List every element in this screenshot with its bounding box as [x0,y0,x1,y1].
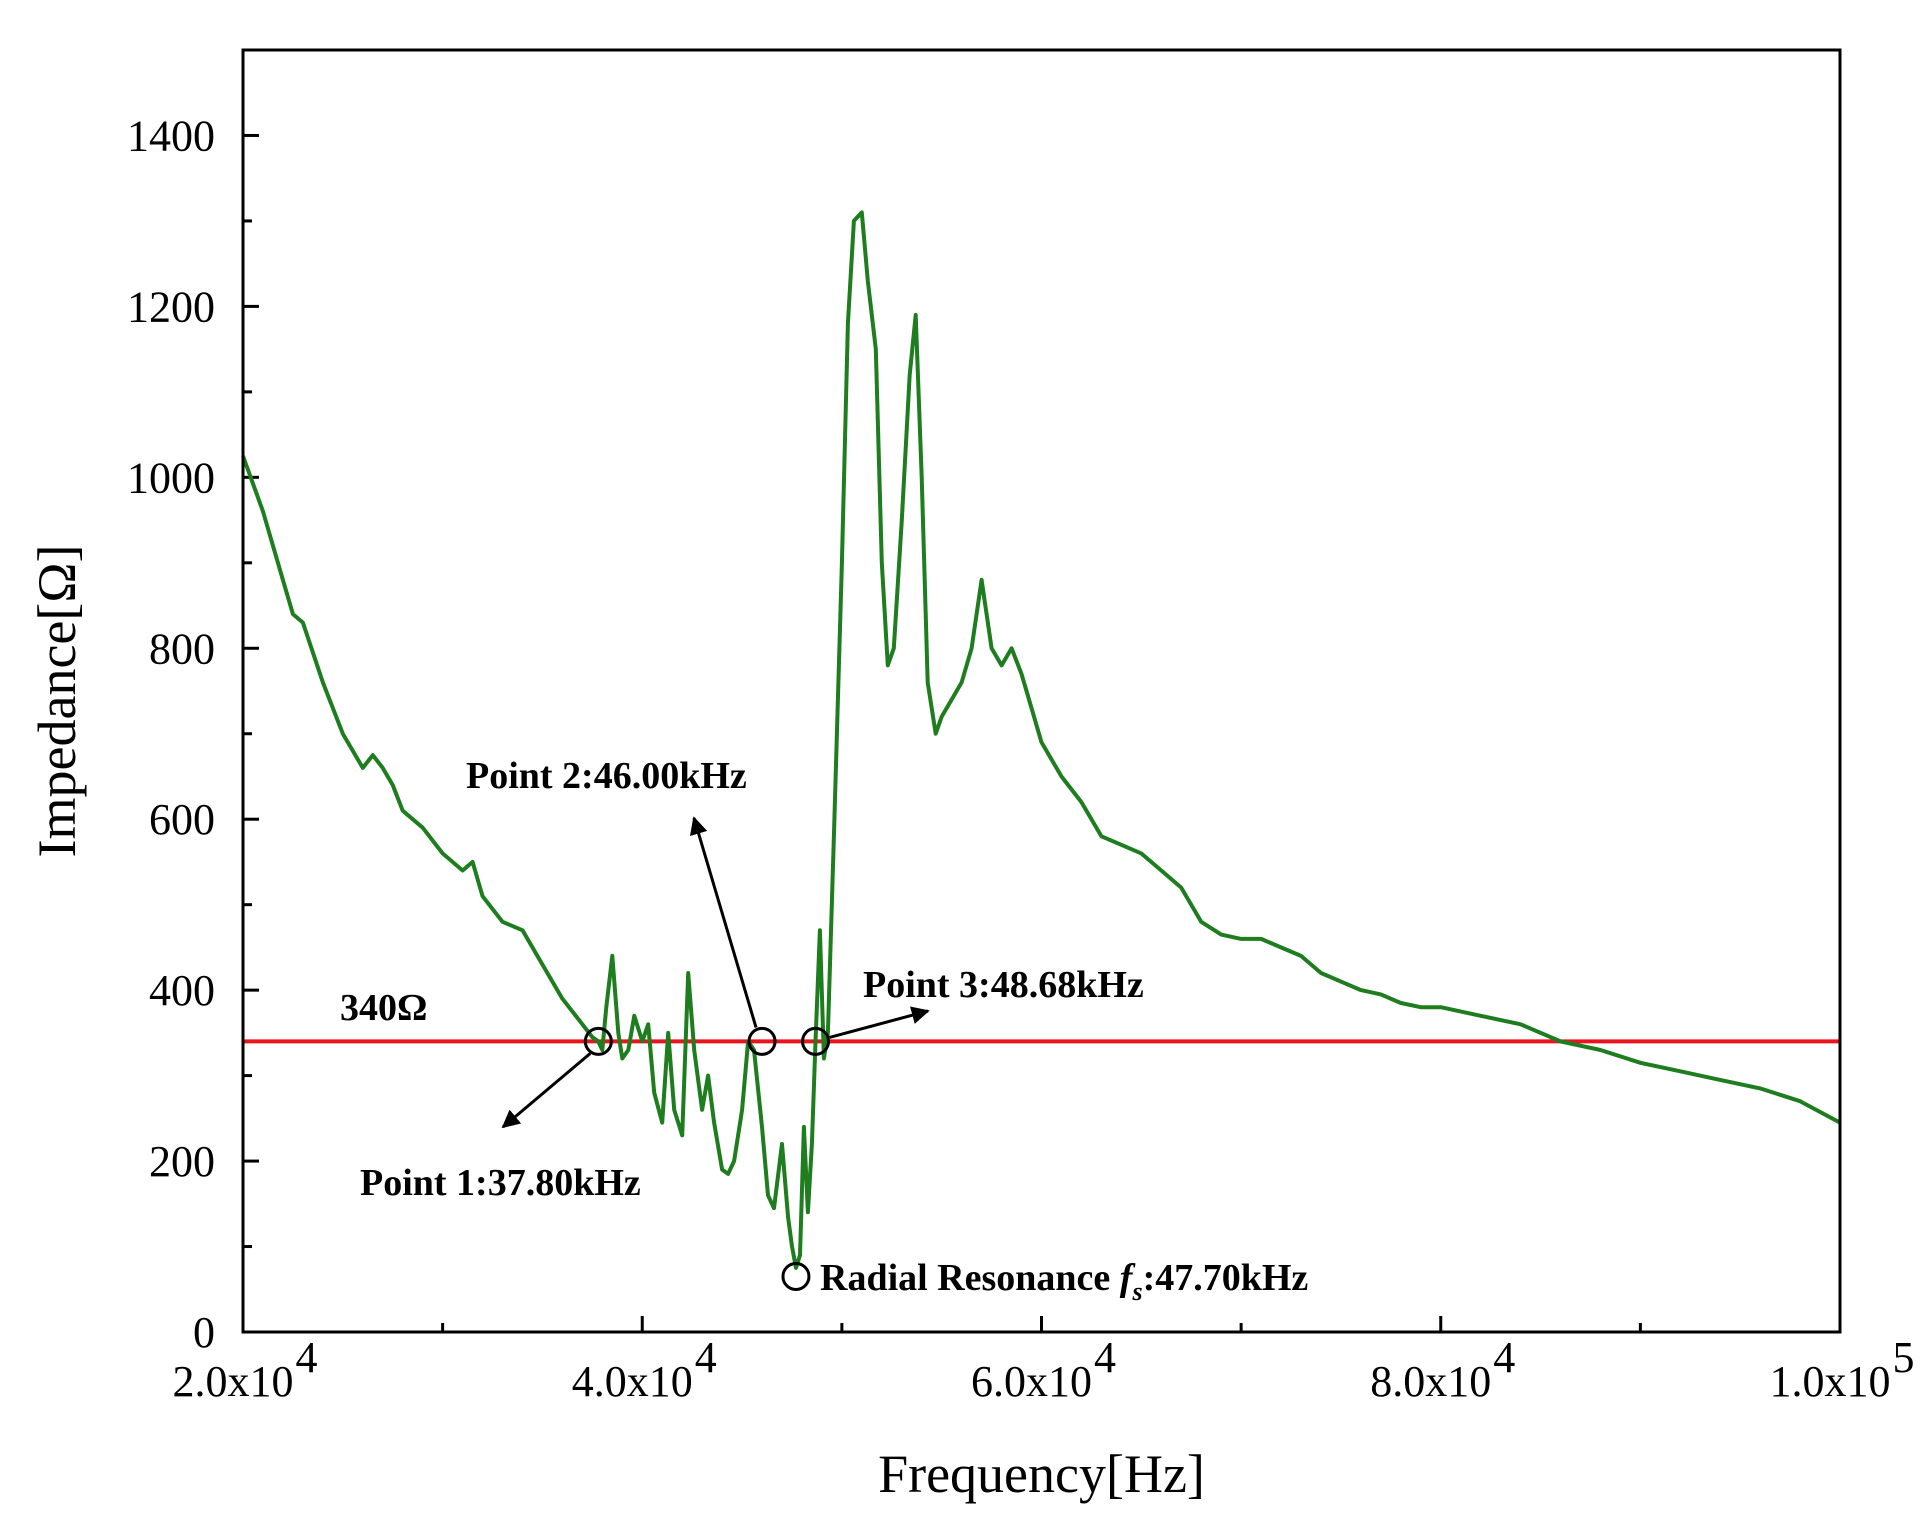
point-1-arrow [501,1052,592,1129]
resonance-symbol: f [1120,1257,1136,1299]
resonance-label: Radial Resonance fs:47.70kHz [820,1257,1308,1306]
x-tick-label: 8.0x10 [1370,1357,1491,1406]
resonance-subscript: s [1131,1277,1142,1306]
x-axis-label: Frequency[Hz] [878,1444,1205,1504]
point-3-label: Point 3:48.68kHz [863,964,1144,1006]
point-1-marker [583,1026,613,1056]
y-tick-label: 800 [149,624,215,673]
y-tick-label: 1400 [127,111,215,160]
plot-frame [241,48,1842,1334]
point-1-label: Point 1:37.80kHz [360,1162,641,1204]
resonance-marker [781,1261,811,1291]
y-axis-label: Impedance[Ω] [27,545,87,858]
x-tick-exponent: 4 [1094,1333,1116,1382]
point-2-arrow [689,816,758,1028]
point-2-label: Point 2:46.00kHz [466,755,747,797]
point-3-arrow [829,1006,930,1039]
point-2-marker [747,1026,777,1056]
point-3-marker [801,1026,831,1056]
x-tick-exponent: 4 [695,1333,717,1382]
x-tick-label: 2.0x10 [173,1357,294,1406]
y-tick-label: 0 [193,1308,215,1357]
x-tick-label: 6.0x10 [971,1357,1092,1406]
y-tick-label: 400 [149,966,215,1015]
y-tick-label: 200 [149,1137,215,1186]
impedance-series-line [241,210,1841,1270]
reference-line-label: 340Ω [340,987,427,1029]
y-tick-label: 1000 [127,453,215,502]
x-tick-exponent: 4 [296,1333,318,1382]
x-tick-label: 1.0x10 [1770,1357,1891,1406]
tick-labels: 2.0x10 4 4.0x10 4 6.0x10 4 8.0x10 4 1.0x10 502004… [127,111,1915,1406]
x-tick-exponent: 5 [1893,1333,1915,1382]
y-tick-label: 600 [149,795,215,844]
resonance-label-suffix: :47.70kHz [1143,1257,1309,1299]
x-tick-label: 4.0x10 [572,1357,693,1406]
resonance-label-prefix: Radial Resonance [820,1257,1120,1299]
plot-area [241,210,1841,1291]
y-tick-label: 1200 [127,282,215,331]
x-tick-exponent: 4 [1493,1333,1515,1382]
